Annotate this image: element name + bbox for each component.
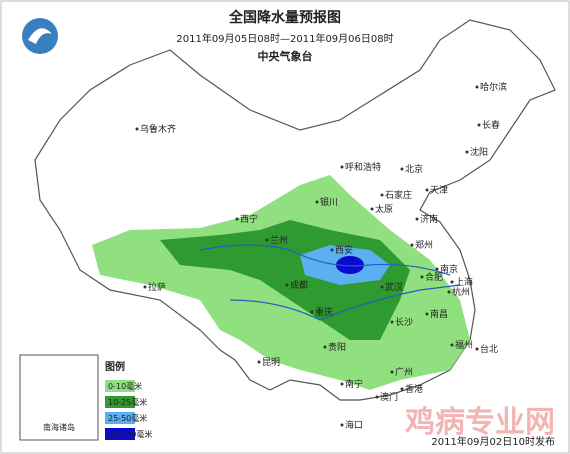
city-label: 台北 xyxy=(480,343,498,355)
city-dot xyxy=(425,188,429,192)
city-label: 银川 xyxy=(320,196,338,208)
legend: 图例 0-10毫米 10-25毫米 25-50毫米 50-100毫米 xyxy=(105,360,152,440)
rain-50-100 xyxy=(336,256,364,274)
period: 2011年09月05日08时—2011年09月06日08时 xyxy=(176,32,393,45)
legend-swatch xyxy=(105,428,135,440)
city-dot xyxy=(400,167,404,171)
city-dot xyxy=(265,238,269,242)
legend-swatch xyxy=(105,380,135,392)
city-dot xyxy=(380,285,384,289)
city-label: 海口 xyxy=(345,419,363,431)
watermark: 鸡病专业网 xyxy=(405,405,555,440)
river xyxy=(199,244,461,321)
city-dot xyxy=(415,217,419,221)
city-dot xyxy=(315,200,319,204)
legend-swatch xyxy=(105,396,135,408)
city-dot xyxy=(475,85,479,89)
city-dot xyxy=(400,387,404,391)
legend-swatch xyxy=(105,412,135,424)
city-dot xyxy=(340,423,344,427)
legend-label: 50-100毫米 xyxy=(108,429,152,439)
city-label: 南京 xyxy=(440,263,458,275)
city-label: 呼和浩特 xyxy=(345,161,381,173)
legend-label: 10-25毫米 xyxy=(108,397,147,407)
city-dot xyxy=(330,248,334,252)
legend-label: 25-50毫米 xyxy=(108,413,147,423)
city-dot xyxy=(475,347,479,351)
city-dot xyxy=(340,382,344,386)
city-dot xyxy=(450,343,454,347)
logo xyxy=(22,18,58,54)
city-label: 昆明 xyxy=(262,357,280,368)
city-dot xyxy=(425,312,429,316)
city-label: 南宁 xyxy=(345,378,363,390)
title: 全国降水量预报图 xyxy=(228,9,341,26)
city-label: 南昌 xyxy=(430,308,448,320)
city-label: 长沙 xyxy=(395,316,413,328)
city-label: 太原 xyxy=(375,203,393,215)
city-dot xyxy=(323,345,327,349)
city-label: 武汉 xyxy=(385,281,403,293)
city-label: 香港 xyxy=(405,383,423,395)
city-dot xyxy=(465,150,469,154)
city-label: 重庆 xyxy=(315,306,333,318)
city-label: 济南 xyxy=(420,213,438,225)
city-label: 郑州 xyxy=(415,239,433,251)
city-label: 西安 xyxy=(335,244,353,256)
city-dot xyxy=(375,395,379,399)
city-label: 福州 xyxy=(455,339,473,351)
city-dot xyxy=(257,360,261,364)
city-dot xyxy=(340,165,344,169)
city-dot xyxy=(390,320,394,324)
inset: 南海诸岛 xyxy=(19,354,99,441)
city-dot xyxy=(135,127,139,131)
agency: 中央气象台 xyxy=(258,49,313,63)
city-label: 兰州 xyxy=(270,234,288,246)
city-label: 长春 xyxy=(482,119,500,131)
city-dot xyxy=(143,285,147,289)
city-label: 贵阳 xyxy=(328,341,346,353)
city-label: 天津 xyxy=(430,185,448,196)
city-dot xyxy=(450,280,454,284)
city-label: 上海 xyxy=(455,276,473,288)
city-dot xyxy=(410,243,414,247)
issued: 2011年09月02日10时发布 xyxy=(431,435,555,448)
city-dot xyxy=(477,123,481,127)
city-dot xyxy=(380,193,384,197)
city-label: 杭州 xyxy=(452,286,470,298)
city-label: 西宁 xyxy=(240,213,258,225)
city-dot xyxy=(370,207,374,211)
city-dot xyxy=(235,217,239,221)
city-label: 合肥 xyxy=(425,271,443,283)
inset-label: 南海诸岛 xyxy=(43,422,75,432)
city-dot xyxy=(420,275,424,279)
city-label: 乌鲁木齐 xyxy=(140,123,176,135)
legend-title: 图例 xyxy=(105,360,125,373)
city-label: 拉萨 xyxy=(148,281,166,293)
city-dot xyxy=(310,310,314,314)
city-dot xyxy=(390,370,394,374)
city-dot xyxy=(285,283,289,287)
city-label: 北京 xyxy=(405,163,423,175)
city-label: 沈阳 xyxy=(470,146,488,158)
city-label: 石家庄 xyxy=(385,189,412,201)
city-label: 哈尔滨 xyxy=(480,81,507,93)
city-label: 广州 xyxy=(395,366,413,378)
city-dot xyxy=(447,290,451,294)
city-label: 澳门 xyxy=(380,391,398,403)
legend-label: 0-10毫米 xyxy=(108,381,142,391)
city-label: 成都 xyxy=(290,279,308,291)
city-dot xyxy=(435,267,439,271)
